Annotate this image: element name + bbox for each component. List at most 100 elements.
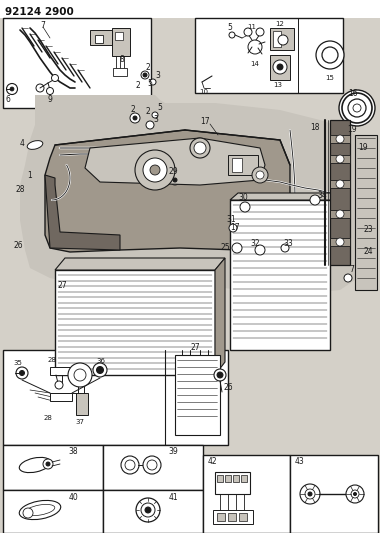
Bar (113, 68, 127, 76)
Circle shape (308, 492, 312, 496)
Bar (273, 31, 281, 47)
Circle shape (256, 28, 264, 36)
Bar (76, 393, 88, 415)
Text: 31: 31 (226, 214, 236, 223)
Bar (330, 120, 350, 265)
Circle shape (43, 459, 53, 469)
Text: 1: 1 (28, 171, 32, 180)
Bar (241, 475, 247, 482)
Bar (50, 393, 72, 401)
Circle shape (353, 104, 361, 112)
Circle shape (348, 99, 366, 117)
Text: 34: 34 (317, 190, 327, 199)
Circle shape (353, 492, 356, 496)
Bar (330, 180, 350, 188)
Text: 25: 25 (220, 244, 230, 253)
Bar (3, 18, 151, 108)
Circle shape (256, 171, 264, 179)
Polygon shape (45, 130, 290, 252)
Text: 5: 5 (158, 103, 162, 112)
Bar (55, 270, 215, 375)
Text: 27: 27 (57, 280, 67, 289)
Circle shape (145, 507, 151, 513)
Circle shape (68, 363, 92, 387)
Bar (330, 238, 350, 246)
Bar (3, 445, 103, 490)
Text: 15: 15 (326, 75, 334, 81)
Text: 27: 27 (190, 343, 200, 352)
Text: 2: 2 (146, 63, 150, 72)
Bar (230, 200, 330, 350)
Bar (355, 135, 377, 290)
Circle shape (143, 73, 147, 77)
Circle shape (143, 158, 167, 182)
Circle shape (281, 244, 289, 252)
Circle shape (351, 490, 359, 498)
Text: 28: 28 (48, 357, 57, 363)
Circle shape (19, 370, 24, 376)
Bar (203, 455, 290, 533)
Text: 8: 8 (120, 55, 124, 64)
Circle shape (336, 238, 344, 246)
Circle shape (240, 202, 250, 212)
Circle shape (46, 462, 50, 466)
Text: 28: 28 (15, 185, 25, 195)
Circle shape (252, 167, 268, 183)
Bar (3, 350, 228, 445)
Circle shape (214, 369, 226, 381)
Bar (233, 475, 239, 482)
Text: 5: 5 (147, 78, 152, 87)
Bar (228, 155, 258, 175)
Ellipse shape (25, 504, 55, 515)
Text: 18: 18 (310, 123, 320, 132)
Circle shape (141, 503, 155, 517)
Text: 13: 13 (274, 82, 282, 88)
Bar (195, 18, 343, 93)
Circle shape (305, 489, 315, 499)
Polygon shape (55, 258, 225, 270)
Text: 7: 7 (350, 265, 355, 274)
Circle shape (23, 508, 33, 518)
Circle shape (6, 84, 17, 94)
Circle shape (135, 150, 175, 190)
Polygon shape (45, 175, 120, 250)
Text: 30: 30 (238, 193, 248, 203)
Circle shape (52, 75, 59, 82)
Circle shape (255, 245, 265, 255)
Circle shape (273, 60, 287, 74)
Text: 41: 41 (168, 492, 178, 502)
Text: 2: 2 (131, 106, 135, 115)
Text: 29: 29 (168, 167, 178, 176)
Bar (103, 490, 203, 533)
Circle shape (190, 138, 210, 158)
Bar (228, 513, 236, 521)
Bar (217, 513, 225, 521)
Ellipse shape (19, 500, 61, 520)
Circle shape (125, 460, 135, 470)
Polygon shape (215, 258, 225, 375)
Circle shape (36, 84, 44, 92)
Circle shape (55, 381, 63, 389)
Circle shape (336, 135, 344, 143)
Ellipse shape (19, 457, 51, 473)
Bar (330, 210, 350, 218)
Circle shape (277, 64, 283, 70)
Circle shape (10, 87, 14, 91)
Circle shape (316, 41, 344, 69)
Circle shape (136, 498, 160, 522)
Circle shape (278, 35, 288, 45)
Text: 92124 2900: 92124 2900 (5, 7, 74, 17)
Text: 35: 35 (14, 360, 22, 366)
Circle shape (147, 460, 157, 470)
Circle shape (232, 243, 242, 253)
Text: 2: 2 (136, 80, 140, 90)
Bar (103, 445, 203, 490)
Text: 4: 4 (19, 139, 24, 148)
Text: 37: 37 (76, 419, 84, 425)
Text: 9: 9 (48, 94, 52, 103)
Bar (225, 475, 231, 482)
Text: 16: 16 (348, 88, 358, 98)
Text: 14: 14 (250, 61, 260, 67)
Circle shape (121, 456, 139, 474)
Circle shape (344, 274, 352, 282)
